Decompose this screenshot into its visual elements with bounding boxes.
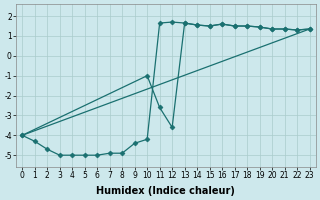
X-axis label: Humidex (Indice chaleur): Humidex (Indice chaleur)	[96, 186, 235, 196]
